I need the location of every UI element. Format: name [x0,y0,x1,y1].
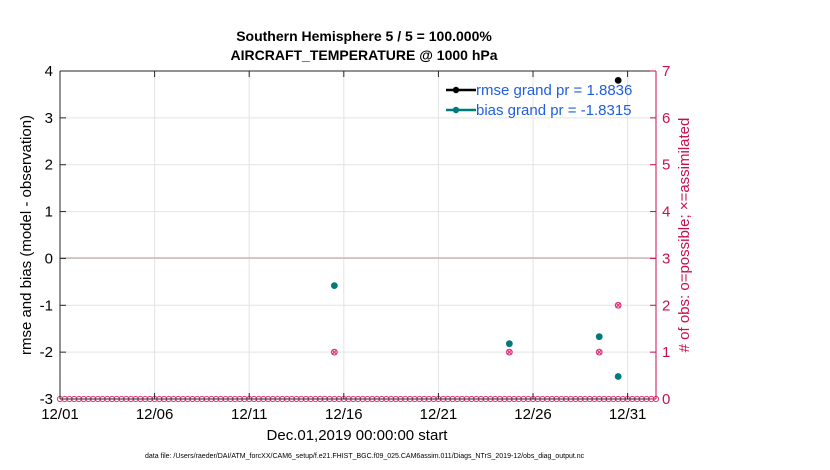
x-tick-label: 12/16 [325,406,363,423]
rmse-series [614,76,622,84]
obs-assimilated-marker [596,349,603,355]
right-axis-ticks: 0 1 2 3 4 5 6 7 [650,63,670,408]
bias-series [330,282,622,380]
right-tick-label: 7 [662,63,670,80]
y-tick-label: 3 [45,110,53,127]
rmse-point [614,76,622,84]
bias-point [595,333,603,341]
y-tick-label: 1 [45,204,53,221]
right-tick-label: 1 [662,344,670,361]
legend-rmse-marker [452,86,460,94]
obs-possible-marker [330,348,338,356]
legend: rmse grand pr = 1.8836 bias grand pr = -… [446,82,632,119]
obs-possible-marker [595,348,603,356]
y-tick-label: 0 [45,250,53,267]
y-axis-label: rmse and bias (model - observation) [18,115,35,355]
bias-point [614,373,622,380]
right-tick-label: 3 [662,250,670,267]
obs-possible-marker [505,348,513,356]
chart-title-line-1: Southern Hemisphere 5 / 5 = 100.000% [236,28,492,44]
bias-point [330,282,338,290]
obs-possible-marker [614,301,622,309]
x-tick-label: 12/26 [514,406,552,423]
plot-area [60,71,656,399]
x-tick-label: 12/31 [609,406,647,423]
y-tick-label: -1 [40,297,53,314]
y-axis-ticks: -3 -2 -1 0 1 2 3 4 [40,63,66,408]
x-tick-label: 12/21 [420,406,458,423]
x-axis-label: Dec.01,2019 00:00:00 start [267,427,449,444]
right-tick-label: 0 [662,391,670,408]
obs-assimilated-marker [615,302,621,309]
x-tick-label: 12/11 [231,406,267,423]
chart-title-line-2: AIRCRAFT_TEMPERATURE @ 1000 hPa [231,47,498,63]
bias-point [505,340,513,348]
obs-assimilated-marker [506,349,513,355]
obs-assimilated-marker [331,349,338,355]
right-axis-label: # of obs: o=possible; ×=assimilated [676,118,693,353]
right-tick-label: 4 [662,204,670,221]
data-file-footer: data file: /Users/raeder/DAI/ATM_forcXX/… [145,453,585,460]
right-tick-label: 2 [662,297,670,314]
legend-bias-label: bias grand pr = -1.8315 [476,102,632,119]
x-tick-label: 12/01 [41,406,79,423]
x-axis-ticks: 12/01 12/06 12/11 12/16 12/21 12/26 12/31 [41,71,646,423]
y-tick-label: -2 [40,344,53,361]
y-tick-label: 4 [45,63,53,80]
y-tick-label: 2 [45,157,53,174]
right-tick-label: 5 [662,157,670,174]
x-tick-label: 12/06 [136,406,174,423]
right-tick-label: 6 [662,110,670,127]
y-tick-label: -3 [40,391,53,408]
legend-rmse-label: rmse grand pr = 1.8836 [476,82,632,99]
legend-bias-marker [452,106,460,114]
